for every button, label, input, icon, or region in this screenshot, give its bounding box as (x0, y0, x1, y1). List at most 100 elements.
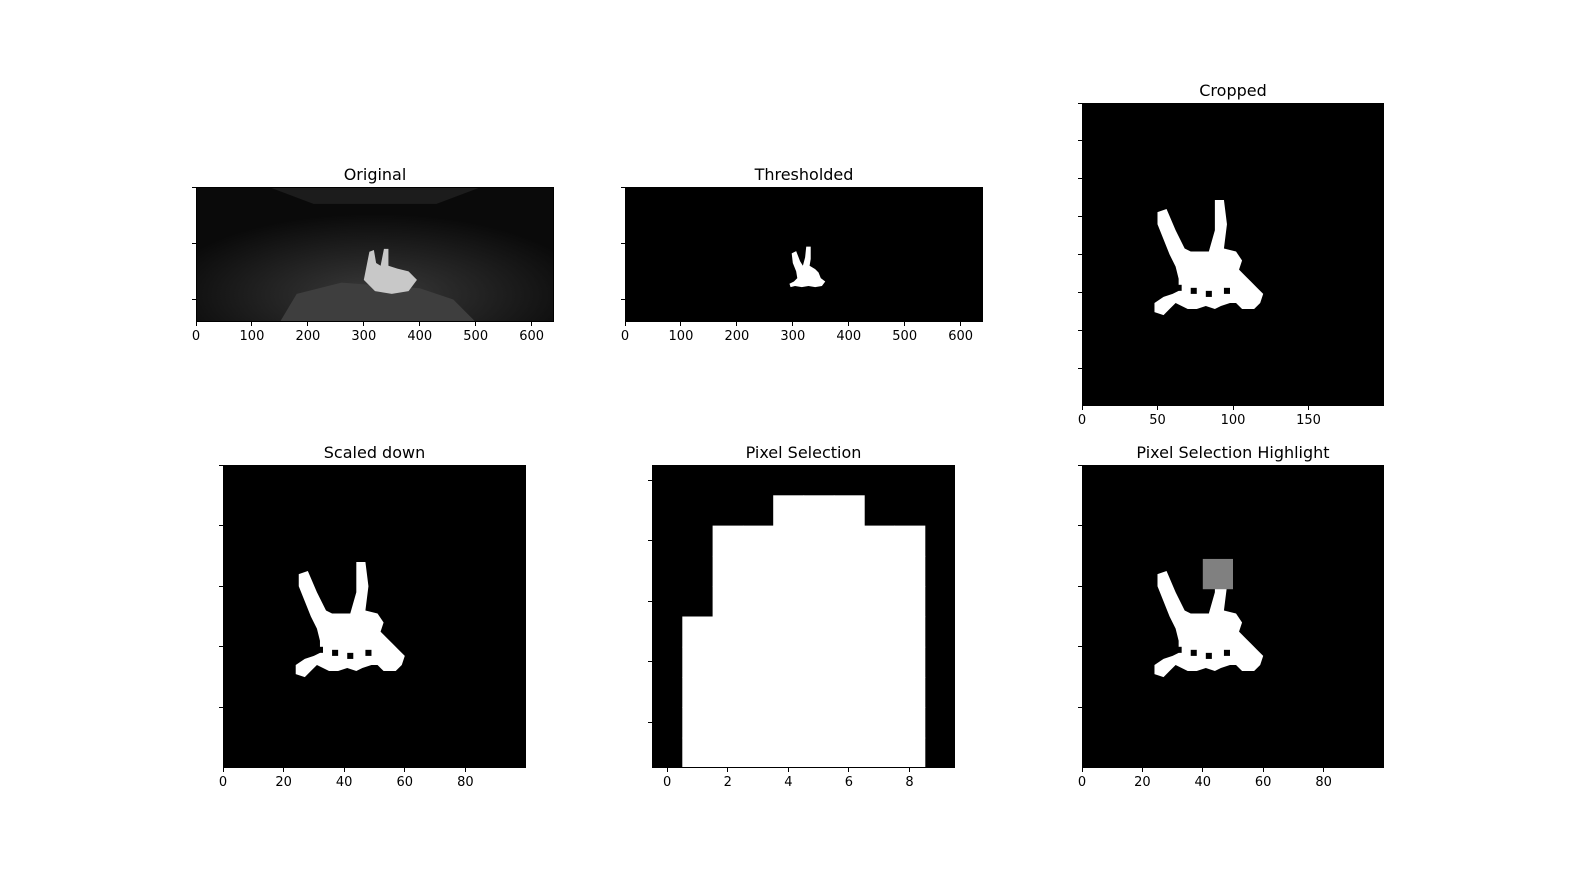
x-tick-mark (475, 322, 477, 326)
image-content (789, 246, 826, 288)
hand-mask (789, 246, 826, 288)
x-tick-label: 100 (239, 329, 265, 344)
x-tick-mark (464, 768, 466, 772)
panel-title: Thresholded (754, 165, 854, 184)
grid-cell-on (682, 707, 714, 739)
y-tick-mark (192, 242, 196, 244)
x-tick-mark (904, 322, 906, 326)
x-tick-label: 2 (723, 775, 732, 790)
x-tick-label: 200 (295, 329, 321, 344)
grid-cell-on (864, 586, 896, 618)
x-tick-mark (727, 768, 729, 772)
panel-title: Scaled down (323, 443, 426, 462)
x-tick-label: 0 (218, 775, 228, 790)
grid-cell-on (712, 586, 744, 618)
panel-title: Cropped (1199, 81, 1267, 100)
grid-cell-on (894, 555, 926, 587)
arm-shape (279, 282, 476, 322)
grid-cell-on (803, 646, 835, 678)
grid-cell-on (833, 707, 865, 739)
mask-gap (347, 652, 354, 659)
image-content (1154, 558, 1264, 678)
x-tick-label: 6 (844, 775, 854, 790)
hand-mask (1154, 199, 1264, 316)
grid-cell-on (833, 646, 865, 678)
panel-title: Original (343, 165, 407, 184)
image-area (196, 187, 554, 322)
y-tick-mark (1078, 329, 1082, 331)
x-tick-mark (1202, 768, 1204, 772)
y-tick-mark (1078, 525, 1082, 527)
x-tick-mark (792, 322, 794, 326)
y-tick-mark (1078, 216, 1082, 218)
x-tick-mark (1262, 768, 1264, 772)
grid-cell-on (894, 737, 926, 768)
y-tick-mark (1078, 102, 1082, 104)
grid-cell-on (742, 586, 774, 618)
mask-gap (1205, 290, 1212, 297)
grid-cell-on (773, 616, 805, 648)
ceiling-shape (268, 187, 482, 204)
x-tick-mark (222, 768, 224, 772)
grid-cell-on (712, 707, 744, 739)
grid-cell-on (864, 646, 896, 678)
mask-gap (1175, 646, 1182, 653)
grid-cell-on (773, 646, 805, 678)
x-tick-label: 60 (396, 775, 414, 790)
x-tick-mark (666, 768, 668, 772)
grid-cell-on (894, 677, 926, 709)
x-tick-label: 200 (724, 329, 750, 344)
grid-cell-on (833, 525, 865, 557)
x-tick-mark (1141, 768, 1143, 772)
grid-cell-on (773, 707, 805, 739)
hand-mask (295, 561, 405, 678)
y-tick-mark (621, 299, 625, 300)
grid-cell-on (803, 555, 835, 587)
x-tick-label: 100 (1220, 413, 1246, 428)
mask-gap (1205, 652, 1212, 659)
x-tick-label: 60 (1254, 775, 1272, 790)
x-tick-mark (283, 768, 285, 772)
x-tick-mark (1157, 406, 1158, 410)
x-tick-label: 80 (1315, 775, 1332, 790)
y-tick-mark (648, 661, 652, 663)
hand-shape (363, 248, 417, 294)
x-tick-label: 400 (407, 329, 433, 344)
x-tick-mark (1232, 406, 1234, 410)
y-tick-mark (1078, 367, 1082, 369)
mask-gap (1223, 287, 1230, 294)
grid-cell-on (803, 677, 835, 709)
grid-cell-on (682, 737, 714, 768)
x-tick-mark (363, 322, 365, 326)
grid-cell-on (833, 677, 865, 709)
y-tick-mark (192, 186, 196, 188)
grid-cell-on (864, 707, 896, 739)
grid-cell-on (803, 707, 835, 739)
grid-cell-on (773, 525, 805, 557)
grid-cell-on (864, 525, 896, 557)
image-content (196, 187, 554, 322)
grid-cell-on (864, 677, 896, 709)
grid-cell-on (864, 555, 896, 587)
x-tick-mark (1081, 768, 1083, 772)
grid-cell-on (712, 737, 744, 768)
grid-cell-on (773, 586, 805, 618)
y-tick-mark (219, 706, 223, 708)
x-tick-label: 20 (275, 775, 292, 790)
y-tick-mark (621, 242, 625, 244)
y-tick-mark (1078, 706, 1082, 708)
grid-cell-on (833, 586, 865, 618)
grid-cell-on (712, 525, 744, 557)
grid-cell-on (712, 616, 744, 648)
image-content (295, 561, 405, 678)
x-tick-mark (736, 322, 738, 326)
x-tick-mark (343, 768, 345, 772)
x-tick-mark (251, 322, 253, 326)
grid-cell-on (894, 525, 926, 557)
mask-gap (1190, 287, 1197, 294)
y-tick-mark (1078, 254, 1082, 255)
x-tick-label: 40 (335, 775, 353, 790)
x-tick-label: 0 (620, 329, 630, 344)
image-area (1082, 465, 1384, 768)
mask-gap (1223, 649, 1230, 656)
